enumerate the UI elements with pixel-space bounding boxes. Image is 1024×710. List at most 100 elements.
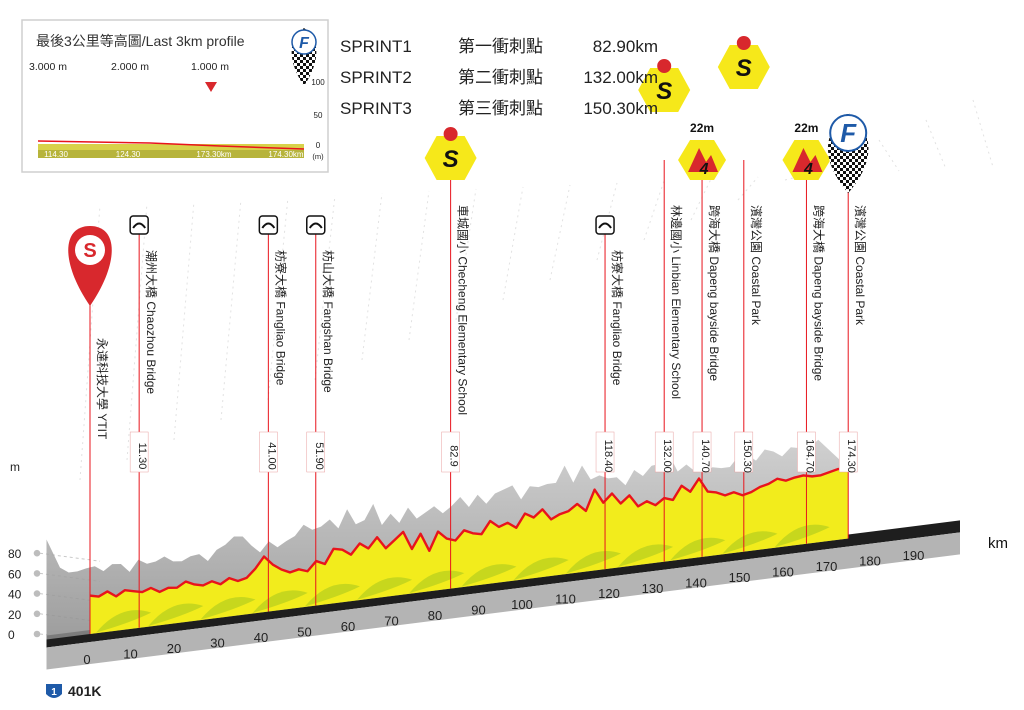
perspective-line <box>314 194 336 381</box>
inset-layer: 3.000 m 2.000 m 1.000 m 114.30 124.30 173.30k… <box>21 19 329 173</box>
terrain-stripe <box>565 550 621 574</box>
km-label-bg <box>654 431 674 473</box>
waypoint-marker: 41.00 枋寮大橋 Fangliao Bridge <box>258 215 288 612</box>
kom-icon-mountain <box>792 148 823 172</box>
terrain-stripe <box>461 564 517 587</box>
terrain-stripe <box>357 577 413 600</box>
sprint-icon <box>638 68 691 112</box>
x-tick-label: 190 <box>903 548 925 563</box>
waypoint-label: 枋寮大橋 Fangliao Bridge <box>610 250 625 386</box>
inset-profile-line <box>37 140 305 150</box>
x-tick-label: 30 <box>210 636 224 651</box>
bridge-icon <box>306 215 326 235</box>
waypoint-label: 濱灣公園 Coastal Park <box>853 205 867 326</box>
perspective-line <box>643 180 665 241</box>
km-label-bg <box>441 431 460 473</box>
x-tick-label: 60 <box>341 619 355 634</box>
inset-y-unit: (m) <box>312 152 324 161</box>
perspective-line <box>502 186 524 301</box>
x-tick-label: 180 <box>859 553 881 568</box>
waypoint-marker: 51.90 枋山大橋 Fangshan Bridge <box>306 215 336 606</box>
waypoint-label: 車城國小 Checheng Elementary School <box>456 205 470 415</box>
sprint-name: SPRINT1 <box>340 37 412 56</box>
waypoint-label: 跨海大橋 Dapeng bayside Bridge <box>811 205 826 381</box>
terrain-stripe <box>618 544 674 567</box>
axis-layer: 0 20 40 60 80 m 0 10 20 30 40 50 60 70 80 90 100 110 120 13… <box>8 460 1008 699</box>
sprint-km: 82.90km <box>592 37 658 56</box>
km-label: 164.70 <box>803 439 815 473</box>
perspective-line <box>220 198 242 421</box>
x-tick-label: 110 <box>555 592 576 607</box>
kom-icon-category: 4 <box>699 161 709 178</box>
km-label-bg <box>734 431 754 473</box>
perspective-line <box>408 190 430 341</box>
inset-finish-letter: F <box>299 35 310 52</box>
y-tick-label: 0 <box>8 628 15 642</box>
sprint-name-zh: 第三衝刺點 <box>458 99 543 118</box>
waypoint-marker: 82.9 車城國小 Checheng Elementary School S <box>424 127 477 589</box>
waypoint-marker: 永達科技大學 YTIT S <box>68 226 112 634</box>
terrain-stripe <box>722 531 778 554</box>
x-tick-label: 0 <box>83 652 90 667</box>
x-tick-label: 100 <box>511 597 533 612</box>
waypoint-marker: 140.70 跨海大橋 Dapeng bayside Bridge 4 22m <box>678 121 727 557</box>
x-axis-label: km <box>988 535 1008 552</box>
x-tick-label: 10 <box>123 647 137 662</box>
waypoint-marker: 164.70 跨海大橋 Dapeng bayside Bridge 4 22m <box>782 121 831 544</box>
y-tick-label: 60 <box>8 567 22 581</box>
perspective-line <box>549 184 571 281</box>
km-label: 132.00 <box>661 439 673 473</box>
inset-top-label: 2.000 m <box>111 61 149 73</box>
km-label-bg <box>129 431 149 473</box>
kom-icon-mountain <box>688 148 719 172</box>
terrain-stripe <box>670 537 726 561</box>
sprint-name-zh: 第一衝刺點 <box>458 37 543 56</box>
y-tick-label: 80 <box>8 547 22 561</box>
sprint-row: SPRINT2 第二衝刺點 132.00km <box>340 65 658 96</box>
x-tick-label: 140 <box>685 575 707 590</box>
perspective-line <box>972 99 994 168</box>
terrain-layer <box>89 466 849 634</box>
terrain-stripe <box>200 596 256 620</box>
sprint-name: SPRINT2 <box>340 68 412 87</box>
y-tick-dot <box>33 570 41 577</box>
perspective-line <box>596 182 618 261</box>
y-tick-label: 20 <box>8 608 22 622</box>
road-shield-icon <box>46 684 62 698</box>
bridge-icon-arch <box>261 222 276 229</box>
sprint-icon-letter: S <box>736 55 752 82</box>
sprint-km: 150.30km <box>583 99 658 118</box>
perspective-line <box>455 188 477 321</box>
km-label: 82.9 <box>448 445 460 466</box>
x-tick-label: 20 <box>167 641 181 656</box>
sprint-icon-letter: S <box>443 146 459 173</box>
perspective-line <box>878 139 900 172</box>
x-tick-label: 90 <box>471 603 485 618</box>
bridge-icon-arch <box>132 222 146 229</box>
km-label-bg <box>306 431 326 473</box>
terrain-stripe <box>304 583 360 607</box>
sprint-icon-pin <box>443 127 458 141</box>
sprint-table: SPRINT1 第一衝刺點 82.90km SPRINT2 第二衝刺點 132.00km… <box>340 34 658 127</box>
x-tick-label: 150 <box>729 570 751 585</box>
perspective-line <box>361 192 383 361</box>
kom-height: 22m <box>690 121 714 135</box>
perspective-line <box>925 119 947 170</box>
inset-finish-face <box>291 29 317 55</box>
sprint-icon-letter: S <box>656 78 672 105</box>
waypoint-label: 林邊國小 Linbian Elementary School <box>669 205 683 399</box>
inset-top-label: 1.000 m <box>191 61 229 73</box>
y-tick-dot <box>33 610 41 618</box>
inset-y-tick: 100 <box>311 78 325 87</box>
km-label: 140.70 <box>699 439 711 473</box>
profile-line <box>89 466 849 598</box>
bridge-icon <box>258 215 279 235</box>
waypoint-label: 濱灣公園 Coastal Park <box>749 205 763 326</box>
bridge-icon-arch <box>308 222 323 229</box>
inset-y-tick: 0 <box>316 141 321 150</box>
sprint-row: SPRINT1 第一衝刺點 82.90km <box>340 34 658 65</box>
inset-bottom-label: 124.30 <box>116 150 141 159</box>
waypoint-marker: 174.30 濱灣公園 Coastal Park F <box>827 113 869 539</box>
